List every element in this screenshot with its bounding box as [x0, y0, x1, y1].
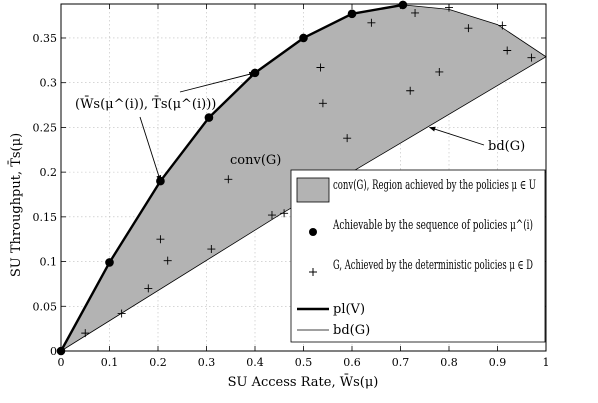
- y-tick-label: 0.05: [33, 300, 58, 313]
- deterministic-policy-marker: [316, 63, 325, 72]
- x-tick-label: 0.4: [246, 356, 264, 369]
- legend-label-region: conv(G), Region achieved by the policies…: [333, 178, 536, 193]
- annotation-arrow: [179, 71, 256, 93]
- legend-entry-points: Achievable by the sequence of policies μ…: [309, 218, 533, 236]
- annotation-bd-g: bd(G): [488, 139, 525, 154]
- deterministic-policy-marker: [406, 86, 415, 95]
- deterministic-policy-marker: [343, 134, 352, 143]
- annotation-layer: (W̄s(μ^(i)), T̄s(μ^(i))) conv(G) bd(G): [75, 96, 525, 168]
- deterministic-policy-marker: [435, 67, 444, 76]
- deterministic-policy-marker: [207, 245, 216, 254]
- legend-label-markers: G, Achieved by the deterministic policie…: [333, 258, 533, 273]
- x-tick-label: 0: [58, 356, 65, 369]
- deterministic-policy-marker: [464, 24, 473, 33]
- deterministic-policy-marker: [156, 235, 165, 244]
- deterministic-policy-marker: [280, 209, 289, 218]
- legend-label-pl: pl(V): [333, 302, 365, 317]
- achievable-point: [347, 9, 357, 19]
- x-tick-label: 0.9: [489, 356, 507, 369]
- legend-entry-bd: bd(G): [297, 323, 370, 338]
- x-tick-label: 0.8: [440, 356, 458, 369]
- deterministic-policy-marker: [163, 256, 172, 265]
- x-tick-label: 0.7: [392, 356, 410, 369]
- series-line-bd: [60, 4, 547, 352]
- x-tick-label: 0.1: [101, 356, 119, 369]
- annotation-conv-g: conv(G): [230, 153, 281, 168]
- achievable-point: [204, 113, 214, 122]
- legend-entry-pl: pl(V): [297, 302, 365, 317]
- y-axis-title: SU Throughput, T̄s(μ): [8, 133, 24, 277]
- y-tick-label: 0.15: [33, 211, 58, 224]
- x-tick-label: 0.2: [149, 356, 167, 369]
- legend-entry-markers: G, Achieved by the deterministic policie…: [309, 258, 533, 276]
- annotation-arrow: [429, 126, 485, 146]
- series-line-pl: [59, 3, 404, 352]
- y-tick-label: 0.25: [33, 121, 58, 134]
- y-tick-label: 0.3: [40, 77, 58, 90]
- annotation-policy-sequence: (W̄s(μ^(i)), T̄s(μ^(i))): [75, 96, 216, 112]
- x-tick-label: 0.6: [343, 356, 361, 369]
- annotation-arrows: [139, 71, 485, 182]
- deterministic-policy-marker: [224, 175, 233, 184]
- x-axis-ticks: 0 0.1 0.2 0.3 0.4 0.5 0.6 0.7 0.8 0.9 1: [58, 4, 550, 369]
- achievable-point: [398, 0, 408, 10]
- deterministic-policy-marker: [144, 284, 153, 293]
- x-axis-title: SU Access Rate, W̄s(μ): [228, 374, 379, 390]
- y-tick-label: 0: [50, 345, 57, 358]
- x-tick-label: 0.5: [295, 356, 313, 369]
- deterministic-policy-marker: [527, 53, 536, 62]
- y-tick-label: 0.35: [33, 32, 58, 45]
- x-tick-label: 1: [543, 356, 550, 369]
- achievable-point: [299, 33, 308, 43]
- legend-box: [290, 169, 546, 343]
- y-tick-label: 0.1: [40, 256, 58, 269]
- legend-swatch-point: [309, 228, 317, 236]
- line-layer: [59, 3, 547, 352]
- legend-entry-region: conv(G), Region achieved by the policies…: [296, 177, 536, 203]
- deterministic-policy-marker: [367, 18, 376, 27]
- deterministic-policy-marker: [267, 211, 276, 220]
- legend-swatch-region: [296, 177, 330, 203]
- deterministic-policy-marker: [318, 99, 327, 108]
- legend-label-bd: bd(G): [333, 323, 370, 338]
- legend-swatch-marker: [309, 268, 317, 276]
- y-tick-label: 0.2: [40, 166, 58, 179]
- deterministic-policy-marker: [411, 8, 420, 17]
- deterministic-policy-marker: [503, 46, 512, 55]
- legend-label-points: Achievable by the sequence of policies μ…: [332, 218, 533, 233]
- x-tick-label: 0.3: [198, 356, 216, 369]
- achievable-point: [105, 258, 114, 267]
- legend: conv(G), Region achieved by the policies…: [290, 169, 546, 343]
- annotation-arrow: [139, 116, 162, 182]
